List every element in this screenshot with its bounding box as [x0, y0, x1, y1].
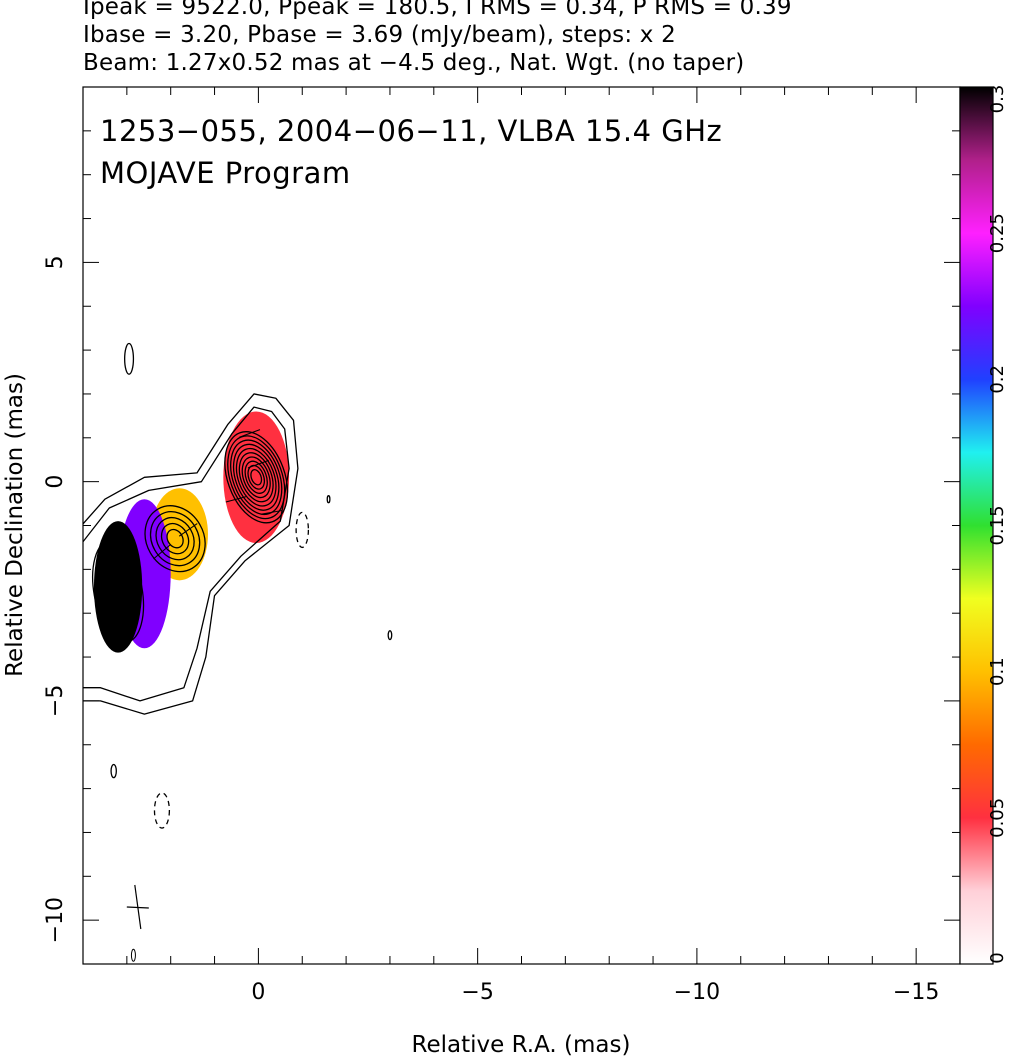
x-tick-labels: 0 −5 −10 −15: [251, 980, 939, 1005]
contour-level: [45, 610, 68, 643]
colorbar-tick-label: 0.05: [987, 798, 1008, 838]
contour-source-3: [33, 592, 81, 660]
colorbar-tick-label: 0.3: [987, 85, 1008, 114]
contour-level: [244, 460, 268, 494]
evpa-tick-4: [178, 523, 198, 537]
outer-contour-0: [83, 393, 299, 715]
contour-level: [241, 456, 271, 499]
colorbar-tick-label: 0.25: [987, 213, 1008, 253]
pol-patch-4: [30, 569, 83, 683]
contour-level: [0, 278, 11, 343]
small-contour-7: [110, 763, 117, 779]
header-line-1: Ipeak = 9522.0, Ppeak = 180.5, I RMS = 0…: [83, 0, 792, 20]
small-contour-10: [387, 630, 393, 641]
pol-patch-0: [223, 411, 290, 544]
evpa-tick-6: [122, 558, 132, 580]
y-axis-label: Relative Declination (mas): [2, 373, 28, 677]
contour-level: [230, 439, 283, 516]
y-tick-label: 0: [43, 475, 68, 489]
x-tick-label: −5: [461, 980, 493, 1005]
y-tick-labels: 5 0 −5 −10: [43, 255, 68, 943]
contour-level: [224, 431, 289, 524]
contour-source-1: [144, 505, 206, 573]
beam-minor-axis: [126, 906, 149, 909]
header-line-3: Beam: 1.27x0.52 mas at −4.5 deg., Nat. W…: [83, 50, 745, 76]
contour-level: [250, 469, 263, 486]
contour-level: [149, 511, 201, 567]
contour-level: [39, 601, 75, 652]
contour-source-4: [0, 272, 15, 349]
x-tick-label: −10: [674, 980, 720, 1005]
contour-level: [103, 563, 133, 620]
contour-level: [0, 284, 8, 338]
colorbar-tick-label: 0: [987, 952, 1008, 963]
plot-frame: [82, 86, 961, 965]
evpa-tick-11: [0, 307, 6, 315]
header-line-2: Ibase = 3.20, Pbase = 3.69 (mJy/beam), s…: [83, 22, 676, 48]
contour-level: [0, 272, 15, 349]
contour-level: [48, 614, 65, 639]
evpa-tick-1: [225, 495, 248, 503]
intensity-contours: [0, 186, 393, 829]
contour-level: [99, 555, 137, 628]
x-axis-label: Relative R.A. (mas): [412, 1032, 631, 1058]
beam-marker: [126, 884, 149, 962]
colorbar: [959, 86, 994, 965]
evpa-tick-5: [153, 544, 171, 560]
evpa-tick-13: [0, 352, 12, 366]
contour-level: [232, 443, 280, 511]
chart-title: 1253−055, 2004−06−11, VLBA 15.4 GHz: [100, 114, 722, 148]
evpa-tick-10: [3, 279, 22, 290]
colorbar-tick-label: 0.15: [987, 505, 1008, 545]
outer-contour-1: [83, 406, 290, 702]
small-contour-4: [26, 464, 44, 499]
y-tick-label: −5: [43, 685, 68, 717]
small-contour-11: [326, 495, 331, 504]
contour-level: [144, 505, 206, 573]
contour-level: [155, 516, 195, 561]
y-tick-label: 5: [43, 255, 68, 269]
evpa-tick-0: [247, 459, 269, 469]
contour-level: [160, 522, 190, 555]
contour-level: [36, 597, 78, 657]
contour-source-2: [92, 539, 145, 644]
axis-ticks: [82, 86, 993, 965]
small-contour-3: [124, 342, 135, 375]
contour-level: [42, 605, 71, 647]
contour-level: [33, 592, 81, 660]
contour-level: [95, 547, 141, 636]
evpa-vectors: [0, 279, 283, 625]
contour-level: [0, 290, 4, 332]
colorbar-tick-label: 0.2: [987, 365, 1008, 394]
colorbar-tick-labels: 0 0.05 0.1 0.15 0.2 0.25 0.3: [987, 85, 1008, 964]
evpa-tick-2: [239, 429, 261, 438]
x-tick-label: 0: [251, 980, 265, 1005]
colorbar-tick-label: 0.1: [987, 657, 1008, 686]
x-tick-label: −15: [893, 980, 939, 1005]
evpa-tick-3: [260, 509, 283, 515]
contour-level: [247, 464, 266, 490]
small-contour-0: [41, 186, 54, 199]
y-tick-label: −10: [43, 897, 68, 943]
beam-ellipse: [130, 948, 136, 962]
evpa-tick-7: [115, 602, 121, 625]
contour-source-0: [224, 431, 289, 524]
negative-contour-8: [295, 511, 310, 549]
contour-level: [235, 447, 277, 507]
contour-level: [92, 539, 145, 644]
chart-subtitle: MOJAVE Program: [100, 156, 351, 190]
contour-level: [238, 452, 274, 503]
contour-level: [51, 618, 62, 634]
negative-contour-6: [153, 792, 171, 829]
contour-level: [107, 571, 129, 612]
